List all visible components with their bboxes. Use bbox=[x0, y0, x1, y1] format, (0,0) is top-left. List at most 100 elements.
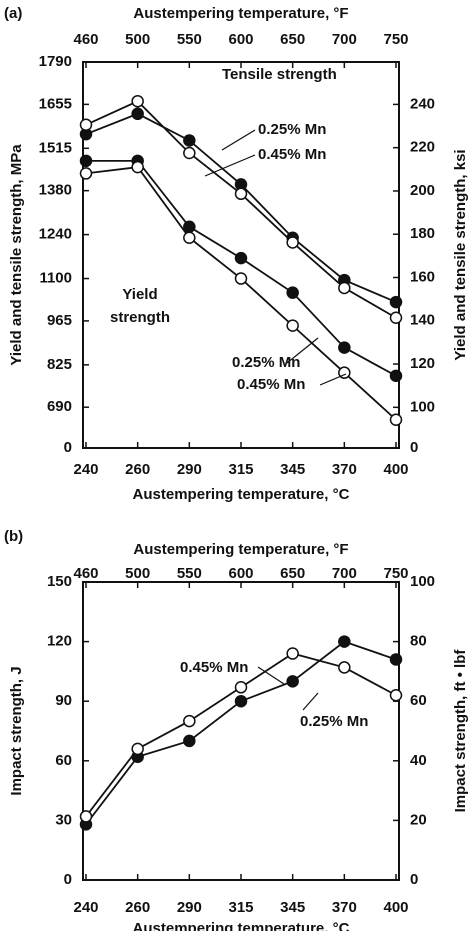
data-point bbox=[286, 647, 299, 660]
x2-tick-label: 750 bbox=[383, 31, 408, 48]
y2-tick-label: 220 bbox=[410, 139, 435, 156]
x-tick-label: 315 bbox=[228, 899, 253, 916]
leader-line bbox=[221, 129, 256, 151]
y-tick-label: 60 bbox=[55, 752, 72, 769]
data-point bbox=[286, 286, 299, 299]
data-point bbox=[389, 653, 403, 666]
series-label: 0.25% Mn bbox=[300, 713, 368, 730]
y-tick-label: 965 bbox=[47, 312, 72, 329]
y2-tick-label: 0 bbox=[410, 439, 418, 456]
x2-tick-label: 500 bbox=[125, 31, 150, 48]
data-point bbox=[338, 281, 351, 295]
y-tick-label: 690 bbox=[47, 398, 72, 415]
series-label: 0.25% Mn bbox=[232, 354, 300, 371]
x-tick-label: 345 bbox=[280, 899, 305, 916]
y-tick-label: 150 bbox=[47, 573, 72, 590]
x-tick-label: 240 bbox=[73, 461, 98, 478]
y2-tick-label: 100 bbox=[410, 398, 435, 415]
data-point bbox=[234, 681, 248, 694]
y2-axis-title: Impact strength, ft • lbf bbox=[452, 649, 469, 813]
data-point bbox=[338, 635, 351, 648]
y-tick-label: 1790 bbox=[39, 53, 72, 70]
data-point bbox=[131, 94, 144, 108]
y-tick-label: 0 bbox=[64, 871, 72, 888]
y-tick-label: 1100 bbox=[39, 270, 72, 287]
panel-label: (a) bbox=[4, 5, 22, 22]
y2-tick-label: 80 bbox=[410, 633, 427, 650]
y-tick-label: 30 bbox=[55, 811, 72, 828]
data-point bbox=[389, 295, 403, 309]
x-tick-label: 260 bbox=[125, 899, 150, 916]
x-tick-label: 290 bbox=[177, 461, 202, 478]
leader-line bbox=[286, 337, 319, 364]
data-point bbox=[338, 341, 351, 354]
data-point bbox=[183, 231, 196, 244]
y2-tick-label: 240 bbox=[410, 95, 435, 112]
leader-line bbox=[204, 154, 256, 177]
data-point bbox=[234, 251, 248, 265]
series-line bbox=[85, 652, 397, 817]
x2-tick-label: 460 bbox=[73, 31, 98, 48]
annotation: Tensile strength bbox=[222, 66, 337, 83]
x-tick-label: 290 bbox=[177, 899, 202, 916]
x2-tick-label: 460 bbox=[73, 565, 98, 582]
data-point bbox=[183, 146, 196, 160]
x2-tick-label: 550 bbox=[177, 565, 202, 582]
x2-tick-label: 500 bbox=[125, 565, 150, 582]
y-tick-label: 825 bbox=[47, 356, 72, 373]
data-point bbox=[79, 167, 93, 180]
y2-tick-label: 20 bbox=[410, 811, 427, 828]
y2-tick-label: 0 bbox=[410, 871, 418, 888]
data-point bbox=[389, 369, 403, 383]
x2-tick-label: 650 bbox=[280, 565, 305, 582]
x2-tick-label: 750 bbox=[383, 565, 408, 582]
x2-tick-label: 650 bbox=[280, 31, 305, 48]
data-point bbox=[183, 134, 196, 147]
data-point bbox=[183, 734, 196, 748]
y2-tick-label: 160 bbox=[410, 268, 435, 285]
data-point bbox=[79, 118, 93, 132]
x-tick-label: 345 bbox=[280, 461, 305, 478]
series-label: 0.45% Mn bbox=[237, 376, 305, 393]
x-tick-label: 370 bbox=[332, 461, 357, 478]
data-point bbox=[79, 154, 93, 168]
data-point bbox=[79, 810, 93, 823]
x2-axis-title: Austempering temperature, °F bbox=[133, 541, 348, 558]
y2-axis-title: Yield and tensile strength, ksi bbox=[452, 149, 469, 360]
x2-axis-title: Austempering temperature, °F bbox=[133, 5, 348, 22]
x-tick-label: 315 bbox=[228, 461, 253, 478]
x-tick-label: 400 bbox=[383, 899, 408, 916]
y2-tick-label: 180 bbox=[410, 225, 435, 242]
annotation: Yield strength bbox=[110, 286, 170, 326]
data-point bbox=[234, 187, 248, 201]
y-tick-label: 120 bbox=[47, 633, 72, 650]
data-point bbox=[234, 694, 248, 708]
leader-line bbox=[257, 666, 285, 685]
y-tick-label: 90 bbox=[55, 692, 72, 709]
data-point bbox=[131, 160, 144, 174]
data-point bbox=[286, 236, 299, 249]
data-point bbox=[286, 675, 299, 688]
y-tick-label: 1655 bbox=[39, 95, 72, 112]
x2-tick-label: 600 bbox=[228, 565, 253, 582]
y2-tick-label: 140 bbox=[410, 312, 435, 329]
leader-line bbox=[319, 373, 347, 386]
y2-tick-label: 120 bbox=[410, 355, 435, 372]
y2-tick-label: 100 bbox=[410, 573, 435, 590]
x-tick-label: 260 bbox=[125, 461, 150, 478]
series-label: 0.25% Mn bbox=[258, 121, 326, 138]
y-tick-label: 1240 bbox=[39, 226, 72, 243]
y-tick-label: 0 bbox=[64, 439, 72, 456]
y2-tick-label: 200 bbox=[410, 182, 435, 199]
x2-tick-label: 550 bbox=[177, 31, 202, 48]
y2-tick-label: 40 bbox=[410, 752, 427, 769]
data-point bbox=[131, 742, 144, 756]
data-point bbox=[234, 272, 248, 285]
x-tick-label: 240 bbox=[73, 899, 98, 916]
x-axis-title: Austempering temperature, °C bbox=[133, 920, 350, 931]
leader-line bbox=[302, 692, 319, 711]
data-point bbox=[389, 688, 403, 702]
x-axis-title: Austempering temperature, °C bbox=[133, 486, 350, 503]
y-tick-label: 1515 bbox=[39, 139, 72, 156]
